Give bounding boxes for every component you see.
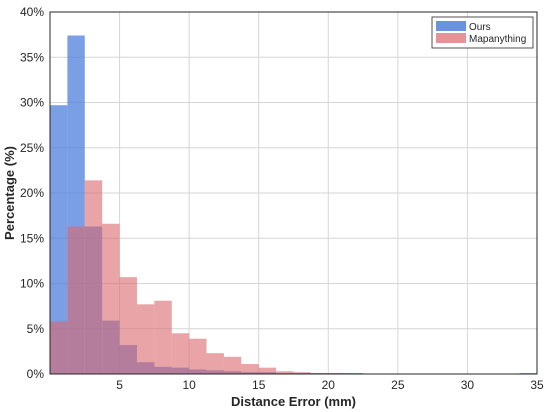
x-tick-label: 25: [391, 378, 405, 392]
x-axis-label: Distance Error (mm): [231, 394, 356, 409]
y-tick-label: 35%: [20, 50, 44, 64]
y-tick-label: 5%: [27, 322, 45, 336]
y-tick-label: 10%: [20, 277, 44, 291]
bar-mapanything: [223, 356, 242, 374]
bar-mapanything: [67, 226, 85, 374]
x-tick-label: 30: [461, 378, 475, 392]
bar-mapanything: [241, 364, 259, 374]
bar-mapanything: [293, 372, 311, 374]
y-tick-label: 40%: [20, 5, 44, 19]
bar-mapanything: [171, 333, 190, 374]
legend-swatch-mapanything: [436, 33, 466, 43]
bar-mapanything: [50, 321, 68, 374]
tick-labels: 5 10 15 20 25 30 35 0% 5% 10% 15% 20% 25% 30% 35% 40%: [20, 5, 544, 392]
x-tick-label: 5: [116, 378, 123, 392]
plot-frame: [49, 11, 538, 375]
legend-label-mapanything: Mapanything: [469, 34, 526, 45]
x-tick-label: 15: [252, 378, 266, 392]
bar-mapanything: [84, 180, 103, 374]
bar-ours: [50, 105, 68, 374]
bar-mapanything: [258, 367, 277, 374]
bar-mapanything: [206, 353, 224, 374]
bar-mapanything: [154, 300, 172, 374]
y-tick-label: 30%: [20, 96, 44, 110]
bar-mapanything: [189, 338, 207, 374]
legend-swatch-ours: [436, 21, 466, 31]
x-tick-label: 20: [322, 378, 336, 392]
legend: Ours Mapanything: [431, 16, 534, 49]
y-axis-label: Percentage (%): [2, 146, 17, 240]
y-tick-label: 25%: [20, 141, 44, 155]
y-tick-label: 20%: [20, 186, 44, 200]
bar-mapanything: [119, 277, 137, 374]
bars: [50, 35, 537, 374]
x-tick-label: 10: [182, 378, 196, 392]
bar-mapanything: [102, 223, 120, 374]
y-tick-label: 15%: [20, 231, 44, 245]
y-tick-label: 0%: [27, 367, 45, 381]
legend-label-ours: Ours: [469, 22, 491, 33]
bar-mapanything: [276, 371, 294, 374]
bar-mapanything: [136, 304, 155, 374]
x-tick-label: 35: [530, 378, 544, 392]
